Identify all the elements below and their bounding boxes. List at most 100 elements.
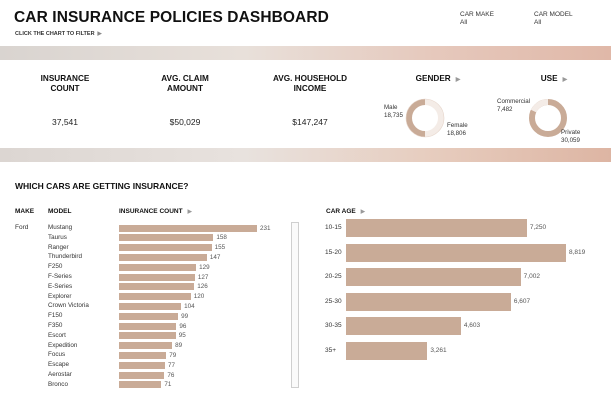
model-bar-value: 147	[209, 253, 221, 261]
car-age-bar[interactable]	[346, 219, 527, 237]
model-bar-value: 231	[260, 224, 271, 232]
gender-donut-outline	[405, 98, 445, 138]
gender-female-label: Female	[447, 122, 468, 129]
filter-car-model[interactable]: CAR MODEL All	[534, 11, 573, 27]
car-age-label[interactable]: 30-35	[325, 322, 342, 330]
avg-claim-value: $50,029	[169, 117, 201, 127]
model-bar[interactable]	[119, 351, 167, 359]
use-commercial-legend: Commercial 7,482	[497, 98, 530, 113]
model-label[interactable]: F-Series	[48, 273, 72, 280]
model-bar-value: 126	[197, 283, 208, 291]
car-age-label[interactable]: 10-15	[325, 224, 342, 231]
model-label[interactable]: Taurus	[48, 233, 67, 241]
gender-donut-male[interactable]	[406, 99, 426, 137]
model-label[interactable]: Focus	[48, 351, 66, 359]
decorative-band-bottom	[0, 148, 611, 162]
page-title: CAR INSURANCE POLICIES DASHBOARD	[14, 9, 329, 26]
model-bar[interactable]	[119, 234, 214, 242]
play-arrow-icon: ▶	[97, 31, 102, 37]
sort-arrow-icon: ▶	[187, 209, 192, 215]
model-bar[interactable]	[119, 244, 212, 252]
model-bar[interactable]	[119, 381, 162, 389]
car-age-bar-value: 7,002	[523, 273, 540, 281]
use-private-label: Private	[561, 129, 581, 136]
make-cell[interactable]: Ford	[15, 224, 29, 231]
model-label[interactable]: E-Series	[48, 282, 73, 290]
insurance-count-label: INSURANCE COUNT	[22, 74, 108, 94]
model-label[interactable]: Bronco	[48, 380, 68, 388]
model-bar[interactable]	[119, 273, 195, 281]
model-label[interactable]: Escape	[48, 361, 70, 369]
model-bar-value: 76	[167, 371, 175, 379]
model-label[interactable]: Expedition	[48, 341, 78, 349]
car-age-bar[interactable]	[346, 292, 511, 311]
insurance-count-label-line2: COUNT	[50, 84, 80, 93]
model-bar-value: 158	[216, 234, 227, 242]
use-commercial-label: Commercial	[497, 98, 531, 105]
model-label[interactable]: Aerostar	[48, 371, 72, 378]
model-label[interactable]: F350	[48, 322, 63, 329]
car-age-bar[interactable]	[346, 317, 461, 336]
model-label[interactable]: Mustang	[48, 224, 73, 231]
model-bar[interactable]	[119, 263, 197, 271]
car-age-bar-value: 7,250	[529, 224, 547, 231]
model-bar[interactable]	[119, 322, 177, 330]
model-bar[interactable]	[119, 224, 257, 232]
gender-male-value: 18,735	[384, 111, 403, 119]
model-bar-value: 104	[184, 302, 195, 310]
use-label-text: USE	[540, 74, 558, 83]
insurance-count-header[interactable]: INSURANCE COUNT ▶	[119, 208, 192, 215]
car-age-label[interactable]: 25-30	[325, 297, 342, 305]
avg-income-label-line1: AVG. HOUSEHOLD	[273, 74, 347, 83]
car-age-bar[interactable]	[346, 342, 428, 360]
use-donut-commercial[interactable]	[530, 99, 549, 113]
insurance-count-header-text: INSURANCE COUNT	[119, 208, 183, 215]
model-bar[interactable]	[119, 253, 207, 261]
model-bar-value: 155	[214, 244, 226, 252]
model-bar-value: 89	[175, 342, 183, 350]
use-private-value: 30,059	[561, 136, 580, 144]
filter-car-make[interactable]: CAR MAKE All	[460, 11, 494, 27]
model-bar[interactable]	[119, 283, 195, 291]
kpi-panel: INSURANCE COUNT 37,541 AVG. CLAIM AMOUNT…	[0, 60, 611, 148]
gender-female-value: 18,806	[447, 129, 466, 137]
model-bar[interactable]	[119, 342, 173, 350]
car-age-header[interactable]: CAR AGE ▶	[326, 208, 365, 215]
use-private-legend: Private 30,059	[561, 129, 580, 144]
model-label[interactable]: Thunderbird	[48, 253, 82, 261]
use-donut-chart[interactable]	[528, 98, 568, 138]
gender-label-text: GENDER	[415, 74, 451, 83]
model-column-header: MODEL	[48, 208, 72, 215]
insurance-count-label-line1: INSURANCE	[40, 74, 90, 83]
car-age-label[interactable]: 15-20	[325, 248, 342, 256]
car-age-label[interactable]: 20-25	[325, 273, 342, 281]
model-bar-value: 79	[169, 351, 177, 359]
page-subtitle: CLICK THE CHART TO FILTER ▶	[15, 31, 102, 37]
scrollbar[interactable]	[291, 222, 299, 388]
car-age-label[interactable]: 35+	[325, 347, 337, 354]
car-age-bar[interactable]	[346, 243, 566, 262]
model-label[interactable]: Escort	[48, 331, 66, 339]
filter-car-model-label: CAR MODEL	[534, 11, 573, 18]
model-bar[interactable]	[119, 293, 191, 301]
model-bar[interactable]	[119, 312, 179, 320]
model-bar[interactable]	[119, 302, 182, 310]
model-bar-value: 95	[178, 332, 186, 340]
model-bar[interactable]	[119, 371, 165, 379]
gender-donut-chart[interactable]	[405, 98, 445, 138]
model-label[interactable]: Ranger	[48, 243, 69, 251]
use-commercial-value: 7,482	[497, 105, 513, 113]
car-age-bar-value: 4,603	[463, 322, 481, 330]
car-age-bar-value: 6,607	[513, 297, 531, 305]
decorative-band-top	[0, 46, 611, 60]
car-age-bar-value: 3,261	[430, 347, 447, 354]
model-label[interactable]: Crown Victoria	[48, 302, 89, 310]
model-bar[interactable]	[119, 332, 176, 340]
model-label[interactable]: F250	[48, 263, 63, 271]
model-bar-value: 127	[197, 273, 209, 281]
model-bar[interactable]	[119, 361, 165, 369]
model-label[interactable]: F150	[48, 312, 63, 320]
car-age-bar[interactable]	[346, 268, 521, 287]
model-label[interactable]: Explorer	[48, 292, 72, 300]
make-column-header: MAKE	[15, 208, 35, 215]
